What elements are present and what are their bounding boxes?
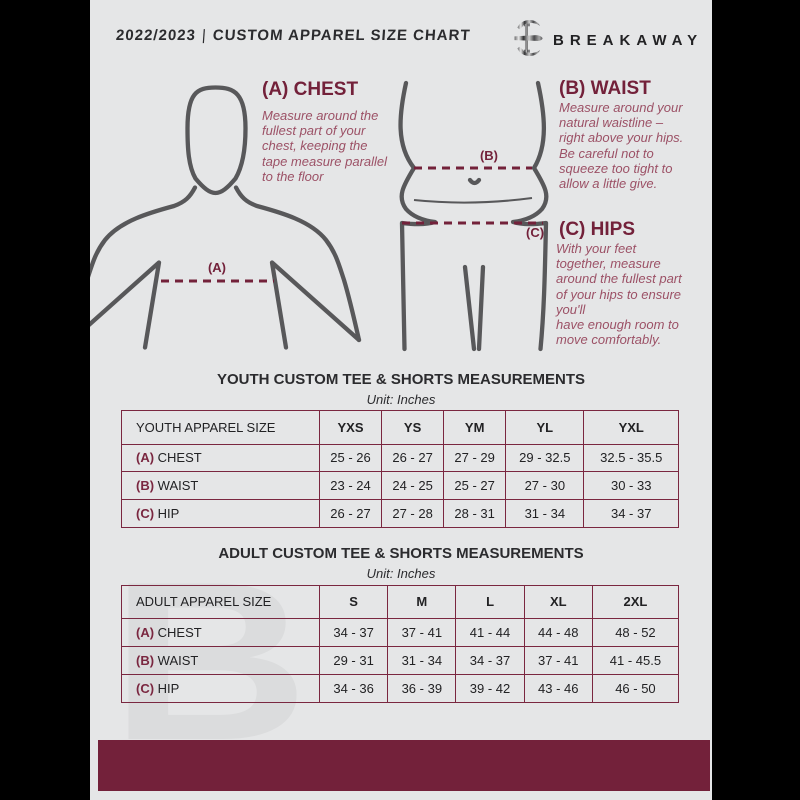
svg-text:(A): (A) [208,260,226,275]
svg-text:(B): (B) [480,148,498,163]
svg-text:(C): (C) [526,225,544,240]
